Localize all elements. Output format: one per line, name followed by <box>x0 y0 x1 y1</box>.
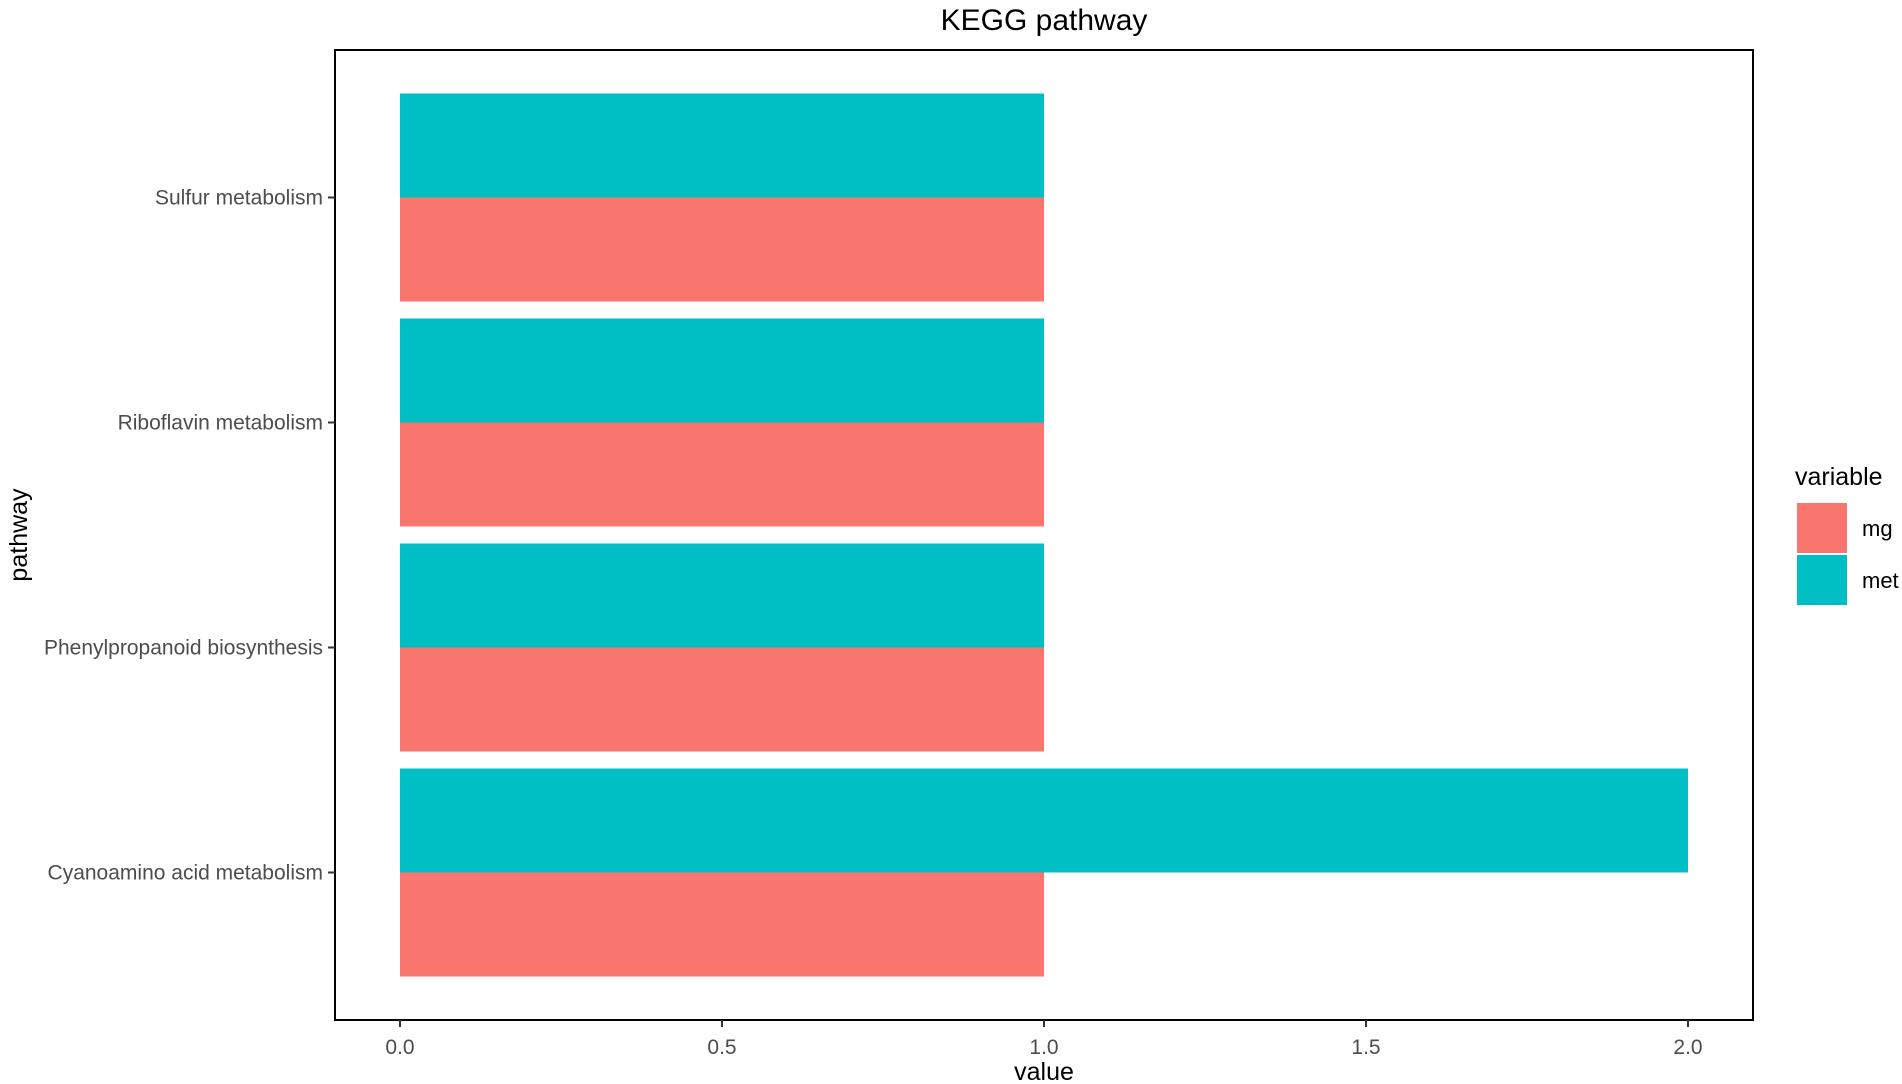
bar-met-3 <box>400 768 1688 873</box>
legend-key-met <box>1797 555 1847 605</box>
chart-title: KEGG pathway <box>941 4 1148 37</box>
bar-mg-1 <box>400 422 1044 527</box>
bar-mg-0 <box>400 197 1044 302</box>
bar-met-2 <box>400 543 1044 648</box>
legend-label-mg: mg <box>1862 516 1893 541</box>
y-tick-label: Sulfur metabolism <box>155 187 323 210</box>
x-tick-label: 0.0 <box>385 1036 414 1059</box>
x-axis-title: value <box>1014 1058 1074 1084</box>
y-tick-label: Cyanoamino acid metabolism <box>48 862 323 885</box>
y-axis-title: pathway <box>5 488 33 582</box>
bar-mg-3 <box>400 872 1044 977</box>
x-tick-label: 2.0 <box>1673 1036 1702 1059</box>
x-axis: 0.0 0.5 1.0 1.5 2.0 <box>385 1020 1703 1059</box>
x-tick-label: 0.5 <box>707 1036 736 1059</box>
legend-title: variable <box>1795 463 1883 491</box>
bars-group <box>400 93 1688 977</box>
legend-label-met: met <box>1862 568 1899 593</box>
x-tick-label: 1.0 <box>1029 1036 1058 1059</box>
bar-met-0 <box>400 93 1044 198</box>
y-axis: Sulfur metabolism Riboflavin metabolism Ph… <box>44 187 335 885</box>
y-tick-label: Riboflavin metabolism <box>118 412 323 435</box>
x-tick-label: 1.5 <box>1351 1036 1380 1059</box>
bar-met-1 <box>400 318 1044 423</box>
legend: variable mg met <box>1795 463 1899 605</box>
y-tick-label: Phenylpropanoid biosynthesis <box>44 637 323 660</box>
legend-key-mg <box>1797 503 1847 553</box>
bar-mg-2 <box>400 647 1044 752</box>
